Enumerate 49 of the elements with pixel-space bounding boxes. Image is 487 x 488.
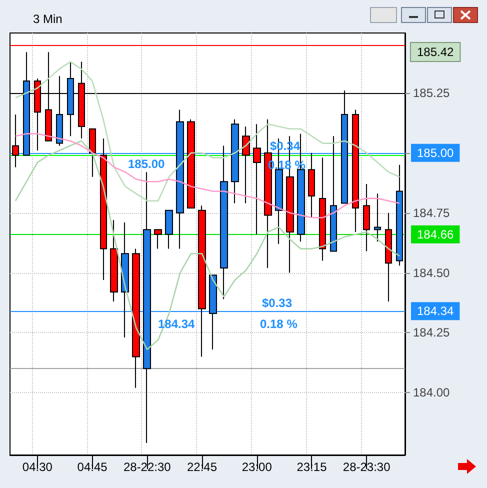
- candlestick: [330, 136, 337, 252]
- candlestick: [132, 248, 140, 388]
- candlestick: [121, 222, 129, 338]
- candlestick: [89, 128, 96, 178]
- candlestick: [12, 114, 19, 168]
- candlestick: [385, 212, 392, 302]
- ref-line-label: 184.66: [417, 227, 454, 242]
- candlestick: [143, 172, 151, 444]
- y-tick-label: 184.25: [413, 326, 450, 340]
- x-tick-label: 04:30: [22, 460, 53, 474]
- chart-title: 3 Min: [33, 12, 62, 26]
- candlestick: [110, 220, 118, 302]
- candlestick: [198, 205, 206, 358]
- candlestick: [374, 193, 381, 242]
- x-tick-label: 04:45: [77, 460, 108, 474]
- candlestick: [154, 229, 162, 250]
- y-tick-label: 185.25: [413, 86, 450, 100]
- candlestick: [396, 164, 403, 266]
- ref-line-label: 184.34: [417, 304, 454, 318]
- line-series: [14, 140, 400, 350]
- candlestick: [209, 274, 217, 350]
- candlestick: [242, 126, 250, 204]
- candlestick: [165, 210, 173, 250]
- x-tick-label: 23:00: [242, 460, 272, 474]
- annotation: 184.34: [158, 317, 196, 331]
- annotation: $0.33: [262, 296, 292, 310]
- candlestick: [100, 138, 107, 280]
- y-tick-label: 184.00: [413, 386, 450, 400]
- candlestick: [253, 124, 261, 235]
- candlestick: [308, 152, 315, 218]
- line-series: [14, 133, 400, 218]
- candlestick: [220, 145, 228, 300]
- x-tick-label: 22:45: [187, 460, 218, 474]
- candlestick: [352, 109, 359, 233]
- x-tick-label: 28-22:30: [123, 460, 172, 474]
- line-series: [14, 61, 400, 202]
- y-tick-label: 184.50: [413, 266, 450, 280]
- candlestick: [231, 118, 239, 204]
- candlestick: [363, 184, 370, 252]
- ref-line-label: 185.00: [417, 146, 454, 160]
- y-tick-label: 184.75: [413, 206, 450, 220]
- x-tick-label: 28-23:30: [342, 460, 391, 474]
- candlestick: [176, 109, 184, 250]
- x-tick-label: 23:15: [296, 460, 328, 474]
- text: 185.42: [417, 45, 454, 59]
- annotation: 185.00: [128, 157, 166, 171]
- candlestick: [187, 118, 195, 209]
- candlestick: [319, 157, 326, 262]
- annotation: 0.18 %: [260, 317, 298, 331]
